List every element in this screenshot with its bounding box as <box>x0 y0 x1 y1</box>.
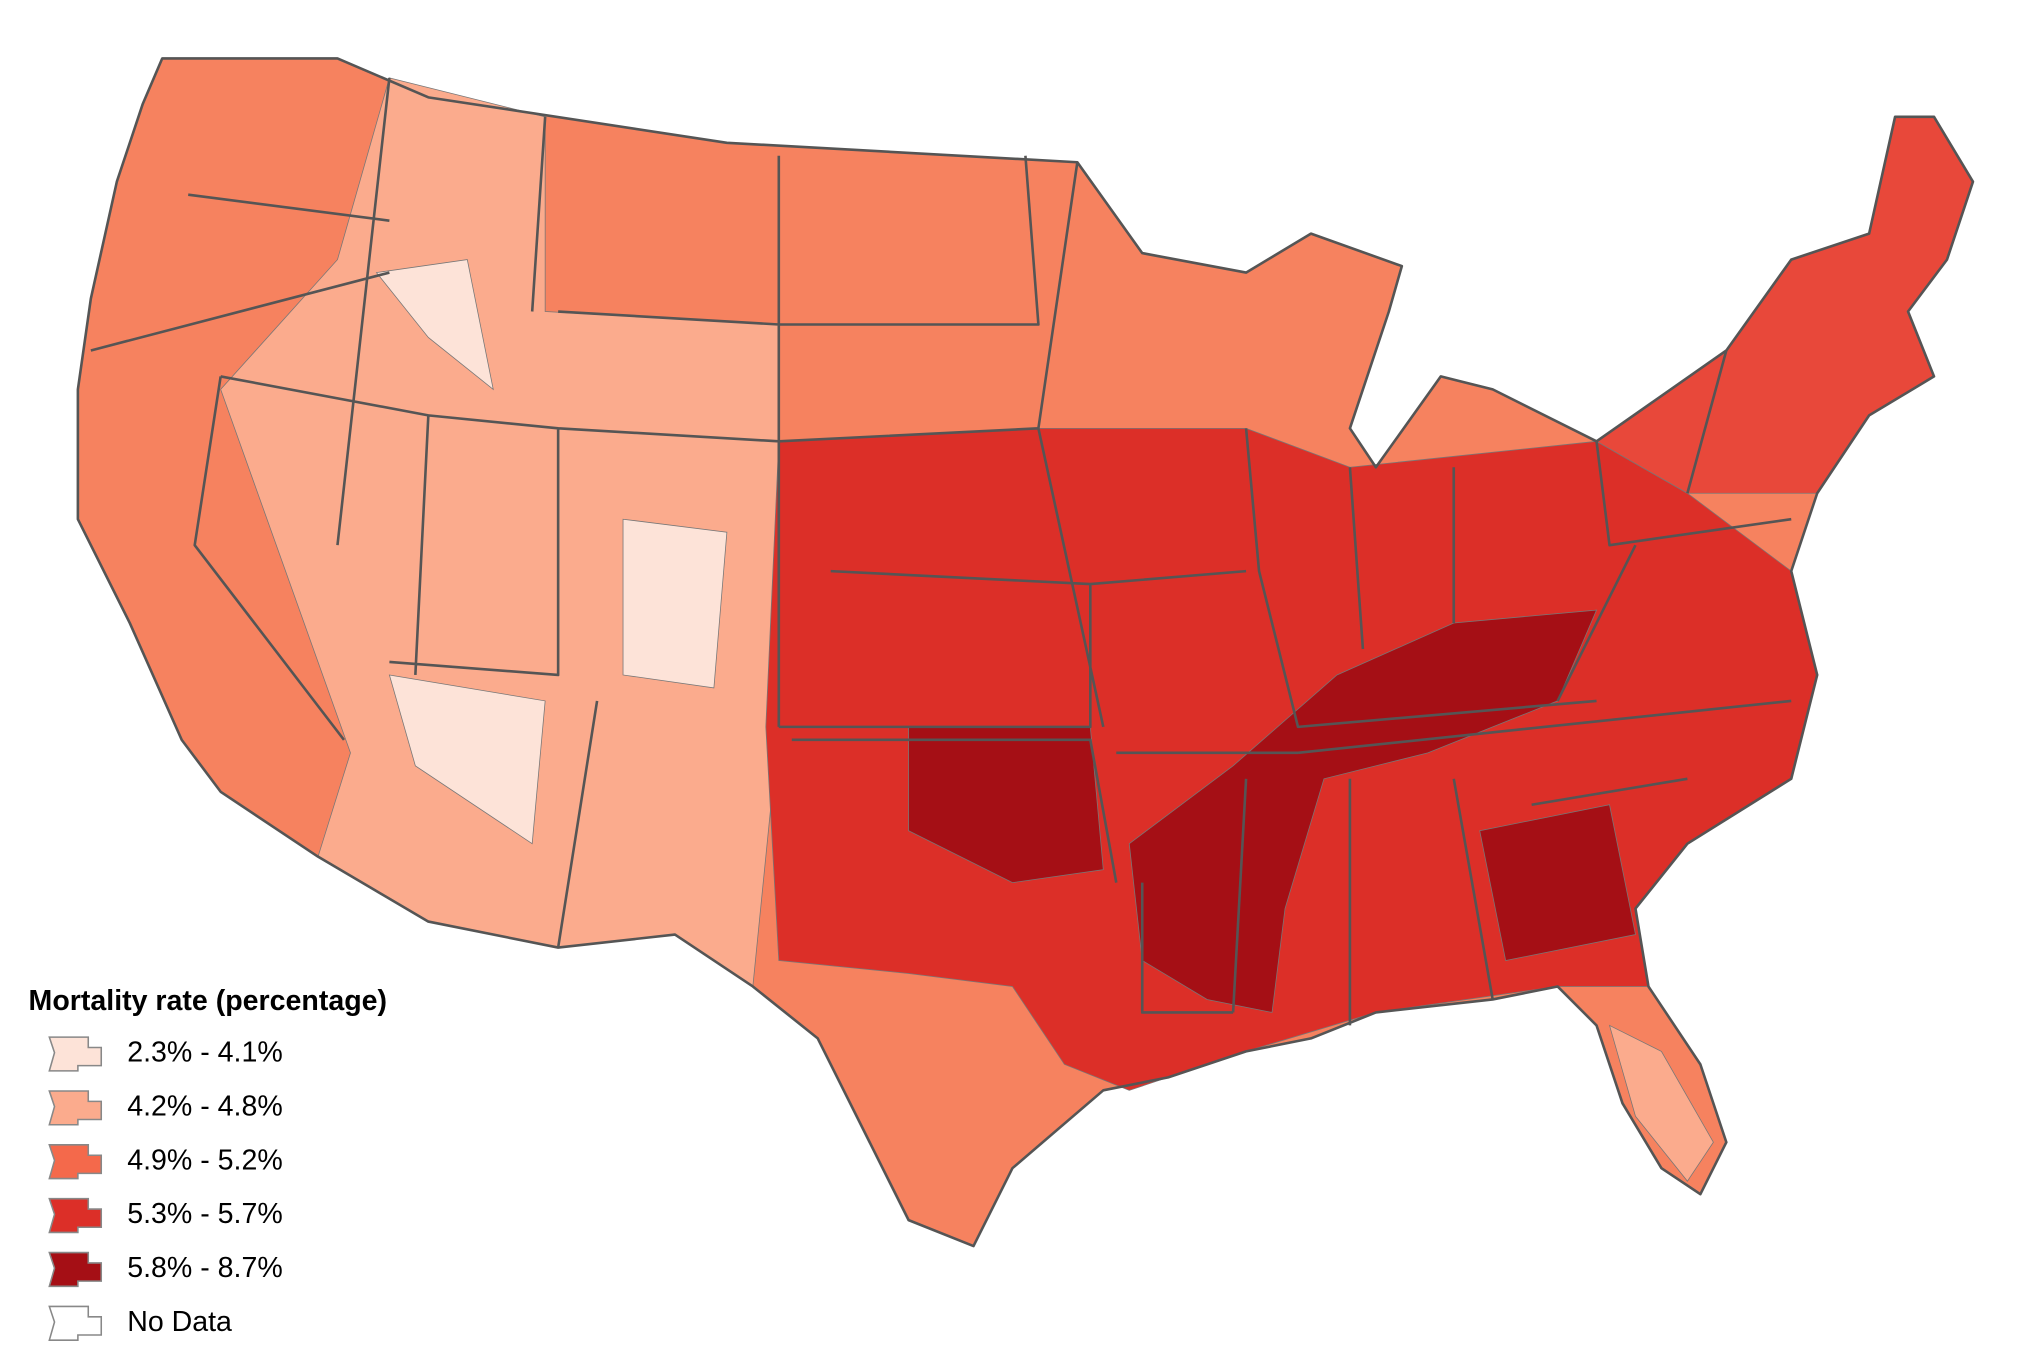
legend-label: 2.3% - 4.1% <box>127 1037 283 1069</box>
florida-light <box>1608 1024 1714 1182</box>
state-borders <box>90 77 1792 1026</box>
legend-label: 4.9% - 5.2% <box>127 1144 283 1176</box>
legend-label: 4.2% - 4.8% <box>127 1090 283 1122</box>
legend-label: 5.3% - 5.7% <box>127 1198 283 1230</box>
legend-title: Mortality rate (percentage) <box>29 985 388 1017</box>
legend: Mortality rate (percentage) 2.3% - 4.1% 4… <box>29 985 388 1341</box>
legend-label: No Data <box>127 1306 232 1338</box>
legend-swatch <box>48 1144 103 1180</box>
legend-swatch <box>48 1197 103 1234</box>
intermountain-light <box>375 259 728 845</box>
georgia-dark <box>1479 804 1636 961</box>
northeast-region <box>1595 116 1974 494</box>
national-border <box>76 57 1975 1248</box>
legend-swatch <box>48 1251 103 1288</box>
legend-swatch <box>48 1305 103 1341</box>
map-body <box>76 57 1975 1248</box>
legend-swatch <box>48 1036 103 1072</box>
legend-label: 5.8% - 8.7% <box>127 1252 283 1284</box>
legend-swatch <box>48 1090 103 1126</box>
